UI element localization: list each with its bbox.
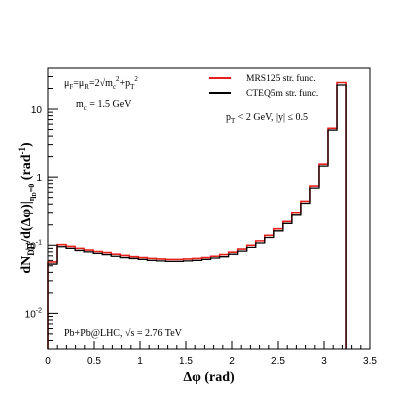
y-tick-label: 10-1 — [25, 239, 42, 252]
x-tick-label: 3.5 — [363, 356, 377, 367]
x-tick-label: 1.5 — [179, 356, 193, 367]
y-tick-label: 1 — [36, 173, 42, 184]
x-tick-label: 0.5 — [87, 356, 101, 367]
y-tick-label: 10-2 — [25, 307, 42, 320]
y-axis-ticks: 10-2 10-1 1 10 — [25, 76, 58, 341]
x-tick-label: 0 — [45, 356, 51, 367]
x-tick-label: 2 — [229, 356, 235, 367]
x-axis-ticks: 0 0.5 1 1.5 2 2.5 3 3.5 — [45, 341, 377, 367]
x-axis-title: Δφ (rad) — [183, 370, 235, 385]
legend-label-mrs125: MRS125 str. func. — [246, 73, 316, 84]
annotation-mass: mc = 1.5 GeV — [76, 99, 132, 112]
x-tick-label: 2.5 — [271, 356, 285, 367]
series-layer — [47, 81, 347, 349]
annotation-scale: μF=μR=2√mc2+pT2 — [64, 75, 138, 91]
plot-frame — [47, 67, 371, 350]
x-tick-label: 3 — [321, 356, 327, 367]
series-line-1 — [47, 84, 347, 349]
legend-label-cteq5m: CTEQ5m str. func. — [246, 88, 318, 99]
y-tick-label: 10 — [31, 105, 43, 116]
legend: MRS125 str. func. CTEQ5m str. func. — [209, 73, 318, 99]
x-tick-label: 1 — [137, 356, 143, 367]
annotation-cuts: pT < 2 GeV, |y| ≤ 0.5 — [226, 112, 308, 125]
y-axis-title: dNDD/d(Δφ)|ηD=0 (rad-1) — [17, 142, 38, 274]
annotation-system: Pb+Pb@LHC, √s = 2.76 TeV — [64, 328, 183, 339]
